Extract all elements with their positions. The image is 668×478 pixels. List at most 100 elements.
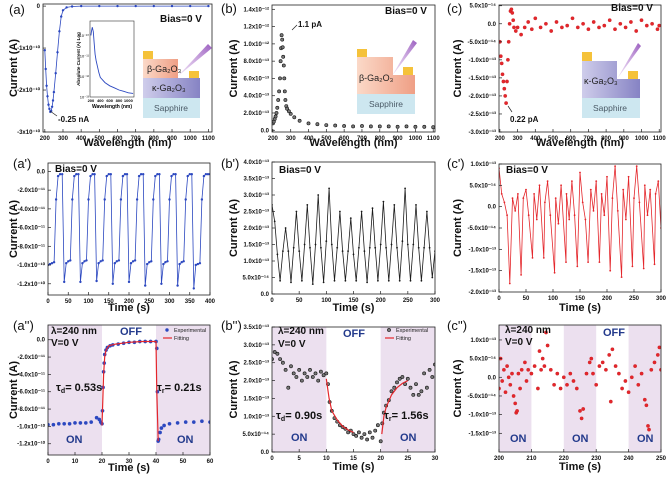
data-point (642, 267, 645, 270)
x-tick-label: 250 (403, 298, 414, 304)
data-point (152, 198, 155, 201)
data-point (655, 353, 660, 357)
data-point (544, 201, 546, 204)
data-point (409, 279, 412, 282)
data-point (365, 437, 370, 442)
data-point (58, 173, 62, 176)
data-point (377, 279, 379, 282)
inset-y-tick-label: 10⁻¹¹ (80, 53, 90, 58)
y-tick-label: -2.0x10⁻¹³ (468, 289, 496, 296)
data-point (302, 371, 307, 376)
fitting-line (325, 378, 354, 433)
y-axis-label: Current (A) (452, 39, 464, 97)
data-point (378, 439, 383, 444)
x-tick-label: 100 (83, 299, 94, 305)
beta-layer (143, 59, 178, 78)
data-point (600, 193, 603, 195)
x-tick-label: 150 (104, 299, 115, 305)
x-tick-label: 20 (377, 456, 384, 462)
data-point (549, 214, 552, 217)
data-point (52, 261, 56, 264)
y-tick-label: -5.0x10⁻¹⁴ (468, 393, 497, 400)
data-point (548, 367, 553, 372)
axes-frame (271, 4, 436, 133)
data-point (584, 371, 589, 376)
data-point (396, 246, 398, 249)
data-point (414, 382, 418, 387)
data-point (184, 198, 187, 201)
panel-a-prime: 0 50 100 150 200 250 300 350 400 0.0 -2.0x10⁻¹¹ -4.… (8, 156, 216, 314)
x-tick-label: 300 (656, 296, 667, 302)
data-point (94, 415, 99, 420)
on-label: ON (510, 433, 527, 445)
x-tick-label: 1100 (202, 136, 216, 142)
x-axis-label: Time (s) (108, 302, 150, 314)
x-axis-label: Wavelength (nm) (83, 137, 172, 149)
data-point (623, 379, 628, 383)
data-point (539, 367, 543, 372)
y-tick-label: 8.0x10⁻¹³ (243, 58, 269, 65)
data-point (277, 89, 282, 94)
x-tick-label: 500 (548, 136, 559, 142)
x-tick-label: 900 (393, 136, 404, 142)
y-tick-label: 1.0x10⁻¹³ (243, 413, 269, 420)
y-tick-label: 1.2x10⁻¹² (243, 24, 269, 31)
data-point (280, 360, 285, 365)
data-point (51, 99, 55, 102)
data-point (649, 367, 654, 372)
substrate-label: Sapphire (369, 99, 403, 109)
data-point (581, 407, 586, 411)
data-point (390, 243, 393, 246)
data-point (283, 98, 288, 102)
data-point (395, 124, 400, 129)
x-tick-label: 800 (375, 136, 386, 142)
data-point (286, 385, 291, 390)
data-point (638, 201, 641, 204)
data-point (297, 118, 302, 123)
data-point (644, 403, 649, 408)
data-point (363, 250, 366, 253)
data-point (609, 269, 612, 272)
data-point (89, 174, 92, 178)
y-tick-label: 3.5x10⁻¹³ (243, 324, 269, 331)
data-point (116, 4, 119, 8)
x-tick-label: 0 (46, 299, 50, 305)
y-axis-label: Current (A) (228, 360, 240, 418)
x-tick-label: 200 (40, 136, 51, 142)
panel-b-double-prime: 0 5 10 15 20 25 30 0.0 5.0x10⁻¹⁴ 1.0x10⁻¹³ 1.5x10⁻… (221, 318, 439, 473)
y-tick-label: -1.2x10⁻¹⁰ (17, 441, 46, 448)
y-tick-label: 0.0 (261, 450, 270, 456)
data-point (636, 382, 641, 387)
inset-y-tick-label: 10⁻¹³ (80, 95, 90, 100)
data-point (626, 390, 631, 395)
data-point (627, 175, 630, 178)
wavelength-label: λ=240 nm (505, 325, 551, 336)
data-point (555, 371, 560, 376)
data-point (186, 174, 189, 178)
data-point (316, 378, 321, 383)
data-point (545, 343, 550, 348)
x-tick-label: 700 (583, 136, 594, 142)
annotations: Bias=0 V -0.25 nA Bias=0 V 1.1 pA Bias=0… (49, 3, 654, 446)
data-point (568, 218, 571, 221)
y-tick-label: -1.5x10⁻¹³ (468, 268, 496, 275)
data-point (284, 227, 287, 229)
data-point (538, 25, 543, 30)
y-tick-label: 4.0x10⁻¹³ (243, 159, 269, 166)
data-point (508, 282, 511, 285)
kappa-label: κ-Ga₂O₃ (584, 76, 618, 86)
bias-label: Bias=0 V (385, 6, 427, 17)
data-point (554, 197, 557, 200)
voltage-label: V=0 V (51, 338, 79, 349)
y-tick-label: 2.0x10⁻¹³ (243, 378, 269, 385)
data-point (133, 259, 137, 262)
data-point (514, 210, 517, 212)
data-point (614, 165, 616, 168)
inset-log-plot: 200 400 600 800 1000 10⁻¹⁰ 10⁻¹¹ 10⁻¹² 10⁻¹³Wave… (76, 20, 135, 110)
data-point (607, 353, 612, 357)
y-tick-label: -1.0x10⁻¹³ (468, 246, 496, 253)
on-label: ON (637, 433, 654, 445)
y-tick-label: -5.0x10⁻¹⁴ (468, 225, 497, 232)
kappa-label: κ-Ga₂O₃ (152, 83, 186, 93)
